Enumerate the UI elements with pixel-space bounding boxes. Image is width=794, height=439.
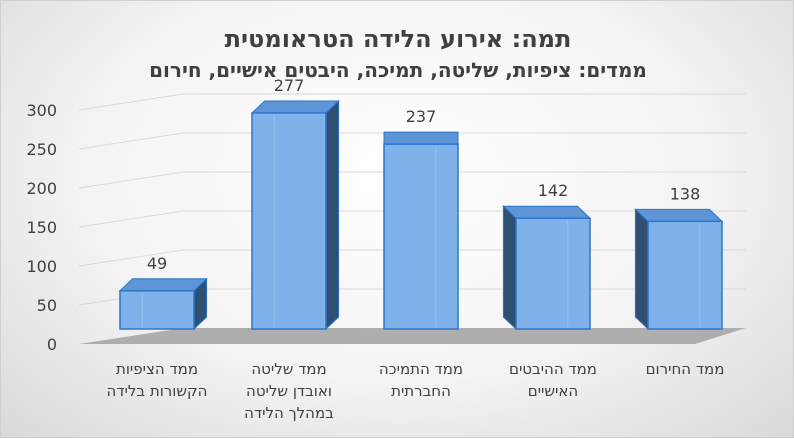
data-label: 277 xyxy=(274,76,305,95)
y-tick-label: 200 xyxy=(26,179,57,198)
y-tick-label: 50 xyxy=(37,296,57,315)
data-label: 138 xyxy=(670,184,701,203)
chart-title: תמה: אירוע הלידה הטראומטית xyxy=(225,25,572,53)
bar-top xyxy=(383,131,459,145)
category-label: ממד החירום xyxy=(646,360,725,378)
gridline xyxy=(78,93,746,111)
bar-top xyxy=(118,278,208,292)
bar: 142 xyxy=(502,181,592,331)
y-tick-label: 0 xyxy=(47,335,57,354)
category-label: ממד ההיבטים האישיים xyxy=(509,360,597,400)
gridline xyxy=(78,171,746,189)
bar-front xyxy=(119,290,195,330)
bar-top xyxy=(250,100,340,114)
chart-floor xyxy=(79,328,746,344)
chart-subtitle: ממדים: ציפיות, שליטה, תמיכה, היבטים אישי… xyxy=(149,58,647,82)
bar-top xyxy=(634,208,724,222)
category-label: ממד הציפיות הקשורות בלידה xyxy=(107,360,208,400)
bar-side xyxy=(325,99,340,331)
category-label: ממד התמיכה החברתית xyxy=(379,360,463,400)
gridline xyxy=(78,132,746,150)
bar-front xyxy=(515,217,591,330)
y-tick-label: 100 xyxy=(26,257,57,276)
bar-top xyxy=(502,205,592,219)
bar: 49 xyxy=(118,254,208,331)
category-label: ממד שליטה ואובדן שליטה במהלך הלידה xyxy=(244,360,334,422)
bar-front xyxy=(251,112,327,330)
bar: 138 xyxy=(634,184,724,331)
y-tick-label: 250 xyxy=(26,140,57,159)
bar-front xyxy=(383,143,459,330)
bar-side xyxy=(634,208,649,331)
data-label: 49 xyxy=(147,254,167,273)
y-tick-label: 150 xyxy=(26,218,57,237)
bar-side xyxy=(502,205,517,331)
y-tick-label: 300 xyxy=(26,101,57,120)
bar-front xyxy=(647,220,723,330)
bar: 277 xyxy=(250,76,340,331)
bar: 237 xyxy=(383,107,459,330)
data-label: 237 xyxy=(406,107,437,126)
data-label: 142 xyxy=(538,181,569,200)
